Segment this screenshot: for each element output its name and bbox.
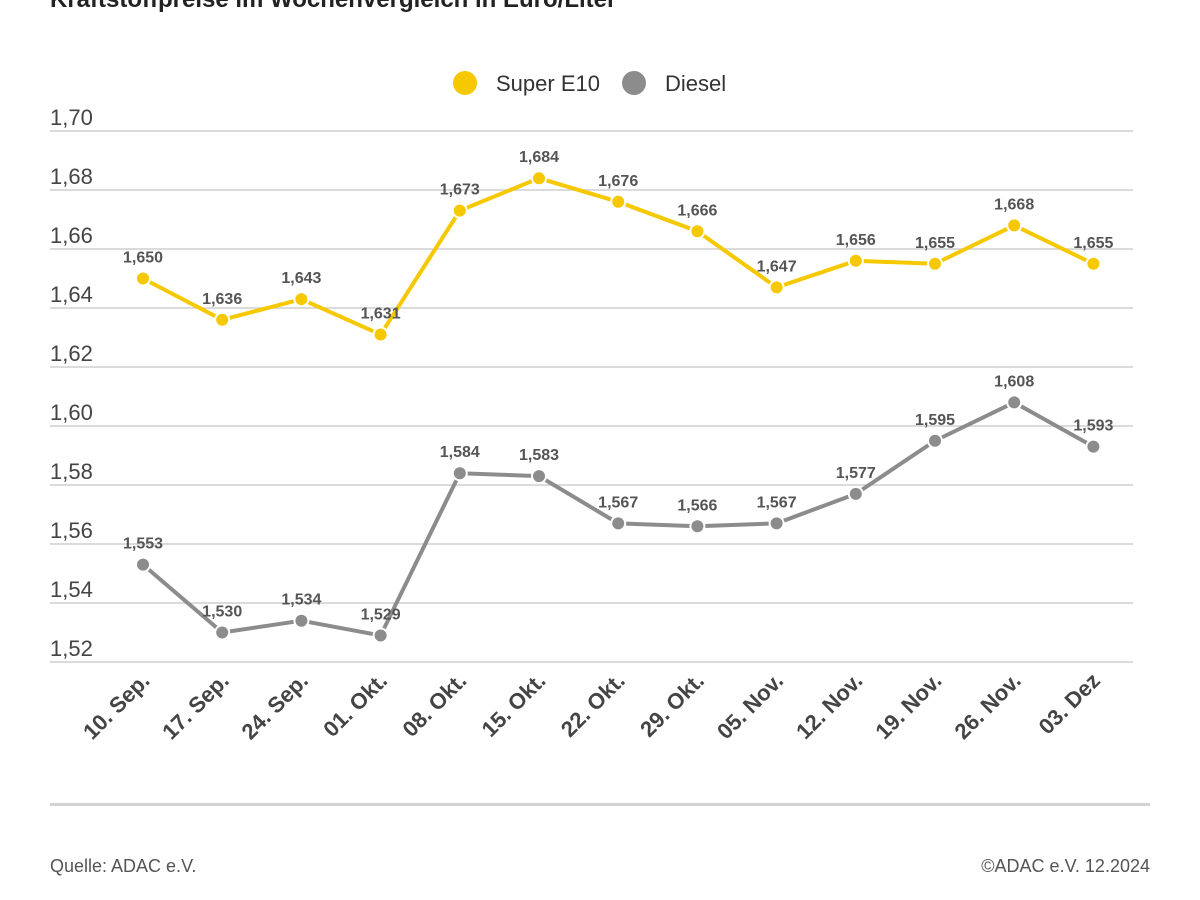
data-label: 1,608 [994, 373, 1034, 390]
y-tick-label: 1,62 [50, 341, 93, 366]
x-axis-ticks: 10. Sep. 17. Sep. 24. Sep. 01. Okt. 08. Okt.… [78, 668, 1105, 744]
x-tick-label: 05. Nov. [712, 668, 788, 744]
data-point [293, 291, 310, 308]
legend-marker [453, 71, 477, 95]
chart-title: Kraftstoffpreise im Wochenvergleich in E… [50, 0, 616, 14]
data-label: 1,530 [202, 604, 242, 621]
data-label: 1,684 [519, 149, 559, 166]
data-label: 1,595 [915, 412, 955, 429]
data-label: 1,676 [598, 173, 638, 190]
data-label: 1,647 [757, 258, 797, 275]
x-tick-label: 19. Nov. [870, 668, 946, 744]
data-point [847, 252, 864, 269]
data-label: 1,567 [598, 494, 638, 511]
data-point [372, 326, 389, 343]
data-label: 1,643 [281, 270, 321, 287]
legend-marker [622, 71, 646, 95]
y-tick-label: 1,70 [50, 105, 93, 130]
grid-lines [50, 130, 1133, 663]
y-tick-label: 1,52 [50, 636, 93, 661]
legend: Super E10 Diesel [453, 71, 726, 96]
x-tick-label: 10. Sep. [78, 668, 154, 744]
x-tick-label: 08. Okt. [397, 668, 471, 742]
data-point [610, 515, 627, 532]
data-point [927, 432, 943, 449]
data-label: 1,656 [836, 232, 876, 249]
data-point [689, 223, 706, 240]
series-diesel: 1,553 1,530 1,534 1,529 1,584 1,583 1,567 1,566… [123, 373, 1114, 644]
x-tick-label: 29. Okt. [635, 668, 709, 742]
data-point [847, 485, 864, 502]
data-label: 1,534 [281, 592, 321, 609]
y-tick-label: 1,64 [50, 282, 93, 307]
data-point [135, 556, 151, 573]
data-point [689, 518, 706, 535]
data-label: 1,593 [1073, 418, 1113, 435]
y-axis-ticks: 1,52 1,54 1,56 1,58 1,60 1,62 1,64 1,66 1,68 1,70 [50, 105, 93, 661]
data-label: 1,553 [123, 536, 163, 553]
y-tick-label: 1,58 [50, 459, 93, 484]
data-point [135, 270, 151, 287]
data-label: 1,673 [440, 182, 480, 199]
data-label: 1,655 [1073, 235, 1113, 252]
data-label: 1,583 [519, 447, 559, 464]
y-tick-label: 1,60 [50, 400, 93, 425]
x-tick-label: 03. Dez [1034, 668, 1105, 739]
y-tick-label: 1,56 [50, 518, 93, 543]
data-point [372, 627, 389, 644]
data-point [1006, 217, 1023, 234]
data-point [531, 468, 547, 485]
data-point [214, 624, 231, 641]
source-note: Quelle: ADAC e.V. [50, 856, 197, 876]
copyright-note: ©ADAC e.V. 12.2024 [981, 856, 1150, 876]
data-label: 1,655 [915, 235, 955, 252]
y-tick-label: 1,54 [50, 577, 93, 602]
x-tick-label: 26. Nov. [950, 668, 1026, 744]
x-tick-label: 17. Sep. [157, 668, 233, 744]
legend-label: Diesel [665, 71, 726, 96]
data-label: 1,567 [757, 494, 797, 511]
x-tick-label: 22. Okt. [556, 668, 630, 742]
data-label: 1,584 [440, 444, 480, 461]
data-label: 1,636 [202, 291, 242, 308]
line-chart: 1,52 1,54 1,56 1,58 1,60 1,62 1,64 1,66 1,68 1,70… [50, 71, 1133, 744]
data-point [1085, 438, 1102, 455]
data-point [531, 170, 547, 187]
data-label: 1,529 [361, 606, 401, 623]
data-point [610, 193, 627, 210]
x-tick-label: 24. Sep. [236, 668, 312, 744]
data-point [293, 612, 310, 629]
x-tick-label: 01. Okt. [318, 668, 392, 742]
data-label: 1,631 [361, 306, 401, 323]
data-label: 1,650 [123, 250, 163, 267]
data-label: 1,666 [677, 202, 717, 219]
data-label: 1,668 [994, 196, 1034, 213]
data-point [1006, 394, 1023, 411]
data-point [768, 515, 785, 532]
series-group: 1,650 1,636 1,643 1,631 1,673 1,684 1,676 1,666… [123, 149, 1114, 644]
data-point [768, 279, 785, 296]
series-super-e10: 1,650 1,636 1,643 1,631 1,673 1,684 1,676 1,666… [123, 149, 1114, 343]
x-tick-label: 12. Nov. [791, 668, 867, 744]
footer-divider [50, 803, 1150, 806]
y-tick-label: 1,68 [50, 164, 93, 189]
data-point [451, 465, 468, 482]
data-point [927, 255, 943, 272]
legend-label: Super E10 [496, 71, 600, 96]
y-tick-label: 1,66 [50, 223, 93, 248]
data-point [451, 202, 468, 219]
data-point [214, 311, 231, 328]
data-label: 1,566 [677, 497, 717, 514]
data-point [1085, 255, 1102, 272]
data-label: 1,577 [836, 465, 876, 482]
x-tick-label: 15. Okt. [477, 668, 551, 742]
